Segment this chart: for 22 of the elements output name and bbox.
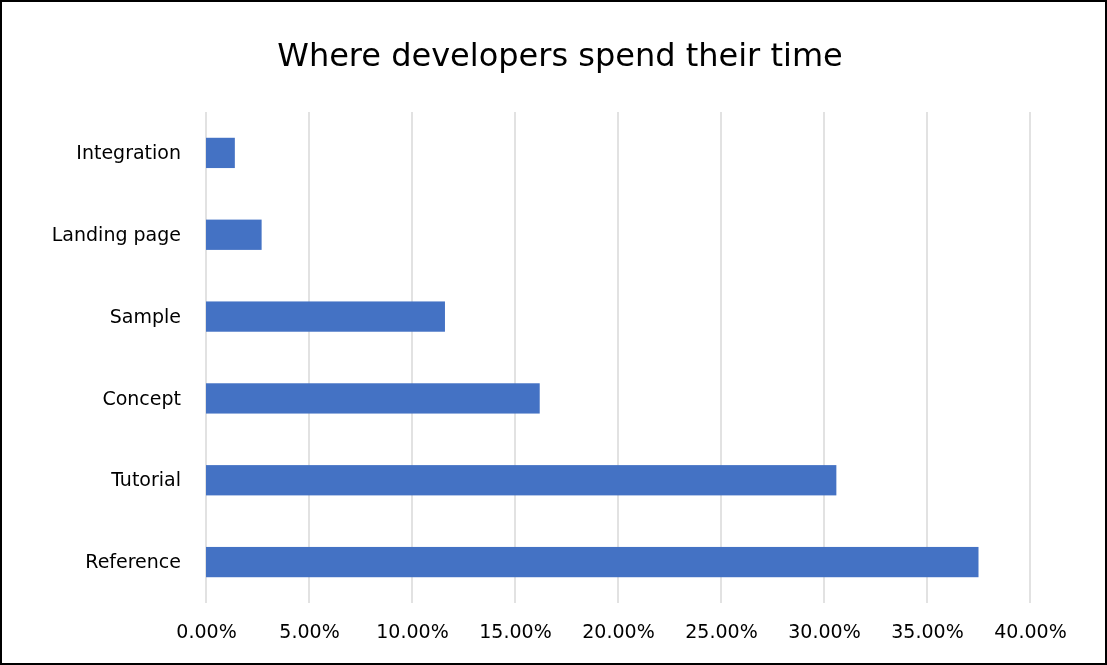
y-tick-label: Tutorial — [110, 468, 181, 491]
x-tick-label: 25.00% — [685, 620, 758, 643]
y-tick-label: Sample — [109, 304, 181, 327]
x-tick-label: 15.00% — [479, 620, 552, 643]
bar — [206, 465, 837, 496]
y-tick-label: Landing page — [51, 222, 181, 245]
x-tick-label: 20.00% — [582, 620, 655, 643]
bar — [206, 546, 979, 578]
x-tick-label: 30.00% — [788, 620, 861, 643]
chart-title: Where developers spend their time — [277, 36, 843, 74]
x-tick-label: 40.00% — [994, 620, 1067, 643]
y-tick-label: Integration — [76, 141, 181, 163]
x-tick-label: 35.00% — [891, 620, 964, 643]
y-tick-label: Reference — [85, 550, 181, 573]
bar — [206, 219, 262, 250]
x-tick-label: 0.00% — [176, 620, 237, 643]
bar — [206, 383, 540, 414]
bar — [206, 301, 445, 332]
x-tick-label: 10.00% — [376, 620, 449, 643]
y-tick-label: Concept — [102, 386, 181, 409]
bar — [206, 137, 235, 169]
x-tick-label: 5.00% — [279, 620, 340, 643]
